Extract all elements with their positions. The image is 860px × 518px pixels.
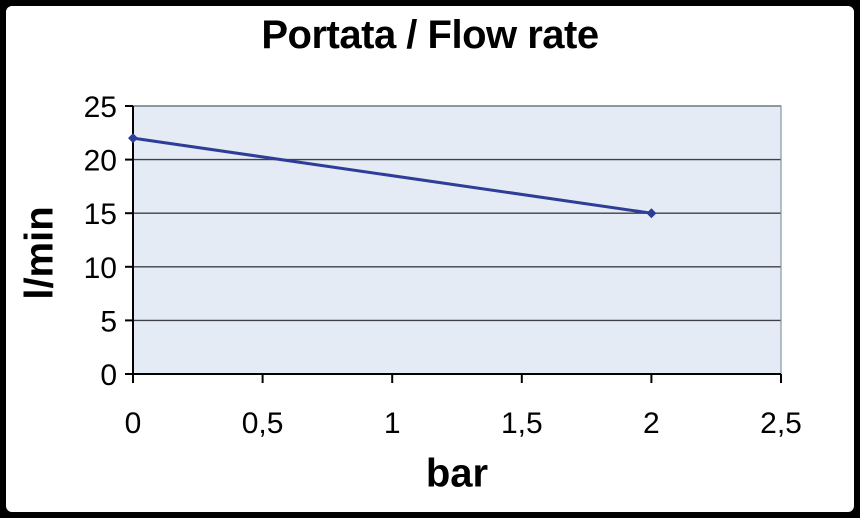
x-tick-label: 0,5 <box>242 407 284 440</box>
x-tick-label: 1,5 <box>501 407 543 440</box>
x-axis-title: bar <box>425 451 489 496</box>
chart-title: Portata / Flow rate <box>261 13 599 57</box>
x-tick-label: 0 <box>125 407 142 440</box>
series-line <box>131 136 653 215</box>
plot-area <box>133 106 781 374</box>
data-point-marker <box>128 133 138 144</box>
y-tick-label: 5 <box>100 305 117 338</box>
x-tick-label: 2 <box>643 407 660 440</box>
y-tick-label: 10 <box>84 252 117 285</box>
data-point-marker <box>646 208 657 219</box>
y-axis-title: l/min <box>17 206 62 300</box>
y-tick-label: 0 <box>100 359 117 392</box>
x-tick-label: 2,5 <box>760 407 802 440</box>
y-tick-label: 20 <box>84 145 117 178</box>
y-tick-label: 25 <box>84 91 117 124</box>
x-tick-label: 1 <box>384 407 401 440</box>
flow-rate-chart: 0 5 10 15 20 25 0 0,5 1 1,5 2 2,5 <box>84 91 802 440</box>
y-tick-label: 15 <box>84 198 117 231</box>
